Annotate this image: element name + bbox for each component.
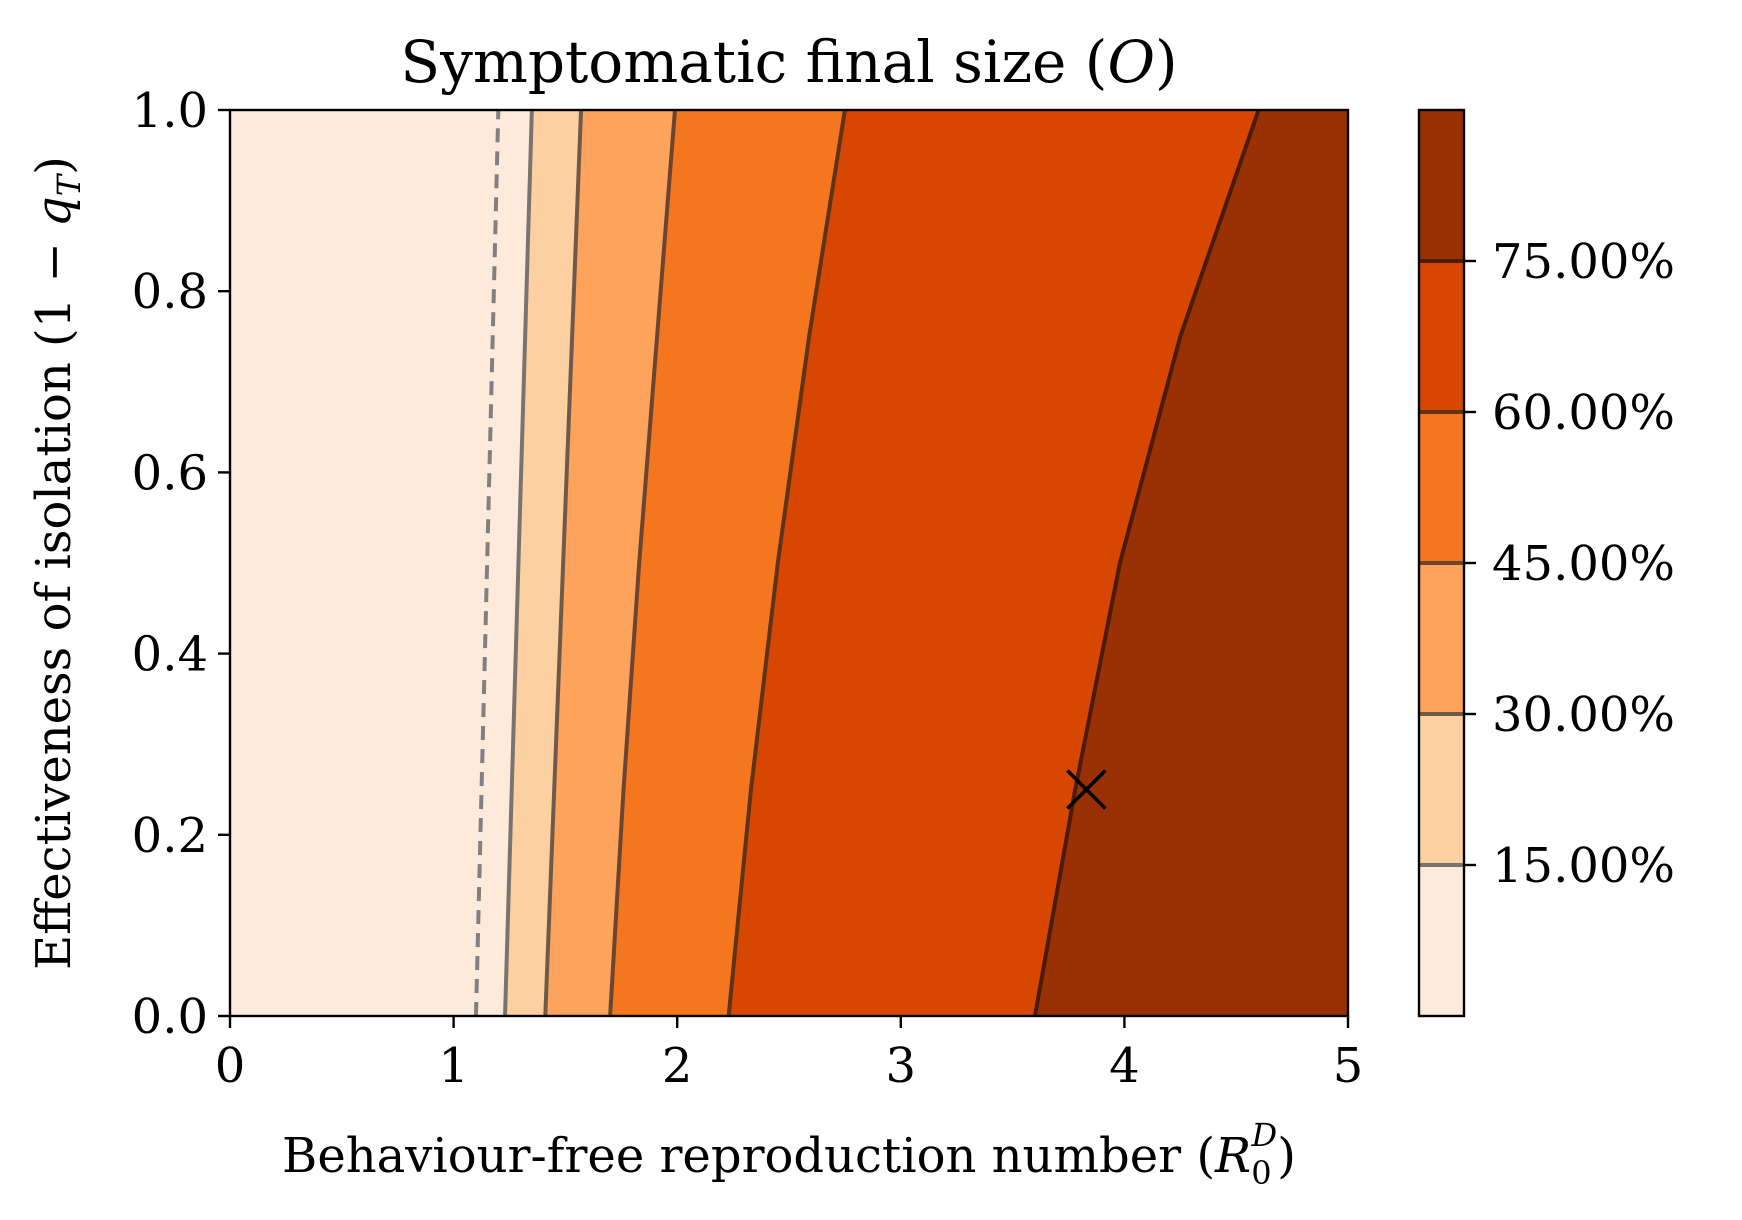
colorbar-segment-0	[1419, 865, 1464, 1016]
y-tick-label: 0.4	[132, 627, 208, 683]
plot-frame	[228, 108, 1350, 1018]
x-tick-label: 0	[215, 1038, 246, 1094]
contour-line-75	[1032, 110, 1261, 1016]
colorbar-tick-label: 45.00%	[1492, 536, 1675, 592]
threshold-dashed-line	[473, 110, 501, 1016]
contour-bands	[230, 110, 1348, 1016]
contour-line-60	[726, 110, 847, 1016]
colorbar: 15.00% 30.00% 45.00% 60.00% 75.00%	[1417, 108, 1675, 1018]
x-axis-ticks: 0 1 2 3 4 5	[215, 1016, 1364, 1094]
colorbar-tick-label: 75.00%	[1492, 234, 1675, 290]
contour-line-30	[543, 110, 584, 1016]
marker-layer	[1066, 769, 1107, 810]
colorbar-tick-label: 15.00%	[1492, 838, 1675, 894]
contour-band-5	[1034, 110, 1348, 1016]
colorbar-tick-label: 60.00%	[1492, 385, 1675, 441]
y-tick-label: 0.6	[132, 445, 208, 501]
y-axis-label: Effectiveness of isolation (1 − qT)	[26, 156, 88, 970]
y-tick-label: 0.0	[132, 989, 208, 1045]
contour-band-3	[610, 110, 845, 1016]
contour-lines	[473, 110, 1261, 1016]
colorbar-segment-3	[1419, 412, 1464, 563]
x-tick-label: 3	[886, 1038, 917, 1094]
contour-band-4	[728, 110, 1259, 1016]
x-axis-label: Behaviour-free reproduction number (R0D)	[282, 1116, 1296, 1192]
contour-band-0	[230, 110, 532, 1016]
contour-line-45	[608, 110, 677, 1016]
y-tick-label: 0.8	[132, 264, 208, 320]
colorbar-segment-5	[1419, 110, 1464, 261]
colorbar-segment-4	[1419, 261, 1464, 412]
colorbar-tick-label: 30.00%	[1492, 687, 1675, 743]
contour-band-1	[505, 110, 582, 1016]
y-axis-ticks: 0.0 0.2 0.4 0.6 0.8 1.0	[132, 83, 230, 1045]
x-tick-label: 1	[438, 1038, 469, 1094]
x-tick-label: 5	[1333, 1038, 1364, 1094]
marker-x	[1066, 769, 1107, 810]
colorbar-segment-1	[1419, 714, 1464, 865]
y-tick-label: 1.0	[132, 83, 208, 139]
y-tick-label: 0.2	[132, 808, 208, 864]
chart-title: Symptomatic final size (O)	[400, 28, 1177, 96]
contour-line-15	[503, 110, 534, 1016]
x-tick-label: 2	[662, 1038, 693, 1094]
colorbar-frame	[1417, 108, 1466, 1018]
colorbar-segment-2	[1419, 563, 1464, 714]
contour-band-2	[545, 110, 675, 1016]
x-tick-label: 4	[1109, 1038, 1140, 1094]
